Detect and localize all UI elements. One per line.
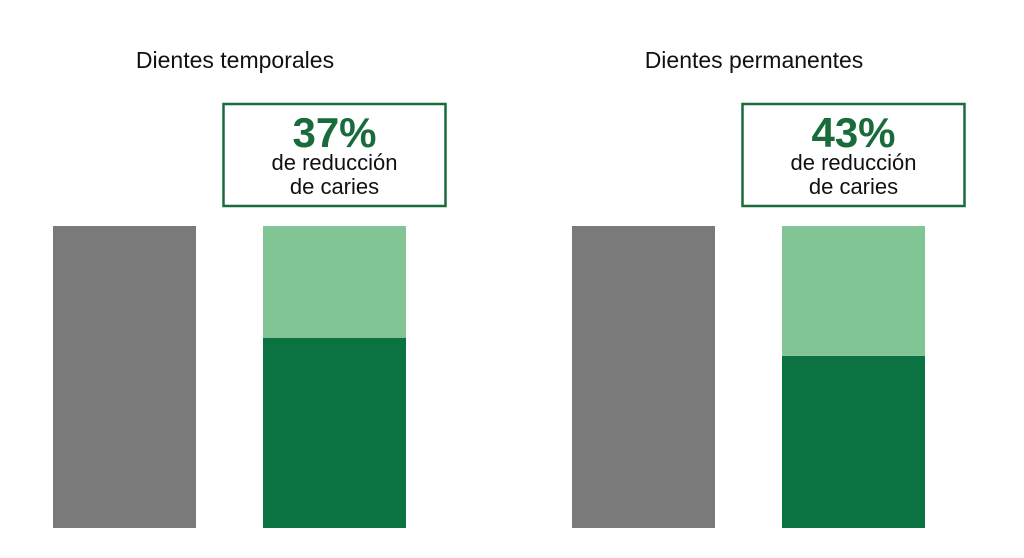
caption-line: de reducción xyxy=(272,150,398,175)
bar-segment xyxy=(782,226,925,356)
caption-line: de caries xyxy=(290,174,379,199)
bar-segment xyxy=(263,226,406,338)
bar-segment xyxy=(572,226,715,528)
reduction-label: 37% xyxy=(292,109,376,156)
panel-title: Dientes temporales xyxy=(136,47,334,73)
bar-segment xyxy=(53,226,196,528)
bar-segment xyxy=(263,337,406,528)
caption-line: de caries xyxy=(809,174,898,199)
callout-box xyxy=(741,102,966,208)
caption-line: de reducción xyxy=(791,150,917,175)
callout-box xyxy=(222,102,447,208)
panel-title: Dientes permanentes xyxy=(645,47,864,73)
reduction-label: 43% xyxy=(811,109,895,156)
bar-segment xyxy=(782,355,925,528)
